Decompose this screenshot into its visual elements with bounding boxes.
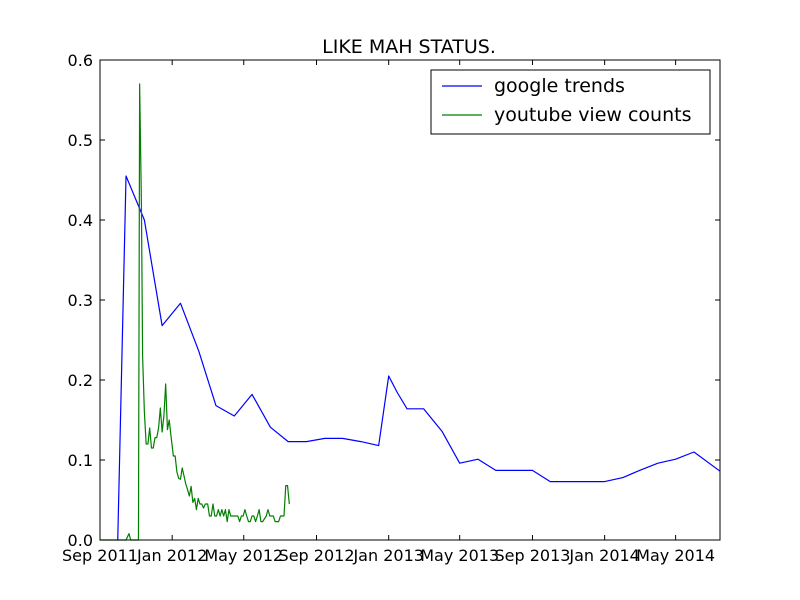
y-tick-label: 0.5 — [68, 131, 93, 150]
x-tick-label: Jan 2012 — [136, 546, 207, 565]
y-tick-label: 0.4 — [68, 211, 93, 230]
chart-title: LIKE MAH STATUS. — [322, 36, 496, 58]
legend-label-youtube-view-counts: youtube view counts — [494, 104, 692, 126]
plot-frame — [99, 59, 721, 541]
x-tick-label: Sep 2013 — [494, 546, 570, 565]
legend-box — [430, 69, 711, 135]
y-tick-label: 0.1 — [68, 451, 93, 470]
x-tick-label: Sep 2011 — [62, 546, 138, 565]
plot-area — [100, 60, 720, 540]
x-tick-label: Jan 2013 — [352, 546, 423, 565]
series-lines — [100, 83, 721, 541]
y-axis: 0.0 0.1 0.2 0.3 0.4 0.5 0.6 — [68, 51, 720, 550]
y-tick-label: 0.2 — [68, 371, 93, 390]
legend: google trends youtube view counts — [430, 69, 711, 135]
y-tick-label: 0.6 — [68, 51, 93, 70]
x-tick-label: May 2013 — [420, 546, 499, 565]
series-line-google-trends — [117, 175, 721, 541]
y-tick-label: 0.0 — [68, 531, 93, 550]
x-tick-label: May 2014 — [636, 546, 715, 565]
y-tick-label: 0.3 — [68, 291, 93, 310]
series-line-youtube-view-counts — [100, 83, 290, 541]
legend-label-google-trends: google trends — [494, 75, 625, 97]
x-tick-label: Sep 2012 — [279, 546, 355, 565]
x-tick-label: Jan 2014 — [568, 546, 639, 565]
x-tick-label: May 2012 — [204, 546, 283, 565]
